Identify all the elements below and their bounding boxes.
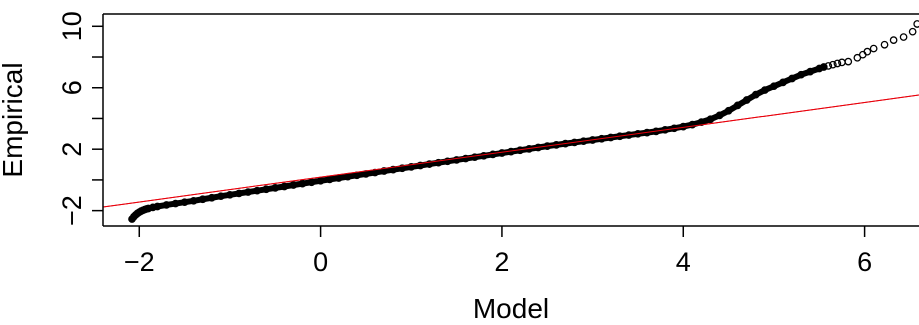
x-tick-label: −2 (124, 247, 155, 277)
data-point-band (819, 67, 824, 69)
x-tick-label: 4 (676, 247, 691, 277)
data-point (881, 42, 887, 48)
data-point (914, 21, 919, 27)
reference-line (12, 83, 919, 220)
x-tick-label: 0 (313, 247, 328, 277)
data-point (900, 34, 906, 40)
y-axis-label: Empirical (0, 62, 28, 177)
data-point (890, 37, 896, 43)
y-tick-label: 10 (57, 11, 87, 41)
data-point (870, 45, 876, 51)
reference-line-overlay (12, 83, 919, 220)
y-tick-label: 6 (57, 80, 87, 95)
data-point (909, 28, 915, 34)
data-point (839, 59, 845, 65)
y-tick-label: −2 (57, 195, 87, 226)
x-tick-label: 6 (857, 247, 872, 277)
data-point (845, 58, 851, 64)
y-tick-label: 2 (57, 142, 87, 157)
x-tick-label: 2 (494, 247, 509, 277)
x-axis-label: Model (473, 293, 549, 324)
